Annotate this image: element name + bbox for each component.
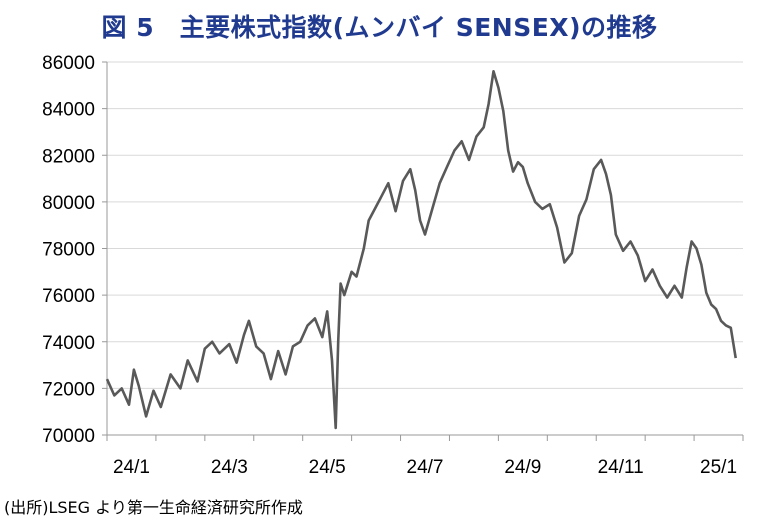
y-tick-label: 84000 [42, 100, 95, 121]
x-tick-labels: 24/1 24/3 24/5 24/7 24/9 24/11 25/1 [113, 457, 737, 478]
x-tick-label: 24/3 [211, 457, 248, 478]
y-tick-label: 80000 [42, 193, 95, 214]
x-tick-label: 24/9 [504, 457, 541, 478]
x-tick-label: 25/1 [700, 457, 737, 478]
chart-title: 図 5 主要株式指数(ムンバイ SENSEX)の推移 [101, 13, 658, 42]
y-tick-label: 78000 [42, 240, 95, 261]
y-tick-label: 82000 [42, 146, 95, 167]
axes [106, 62, 744, 441]
x-tick-label: 24/5 [309, 457, 346, 478]
series-line-0 [105, 70, 737, 430]
y-tick-label: 86000 [42, 53, 95, 74]
source-note: (出所)LSEG より第一生命経済研究所作成 [4, 498, 303, 517]
x-tick-label: 24/7 [407, 457, 444, 478]
y-tick-label: 74000 [42, 333, 95, 354]
y-tick-label: 70000 [42, 426, 95, 447]
x-tick-label: 24/11 [598, 457, 644, 478]
y-tick-label: 76000 [42, 286, 95, 307]
y-tick-label: 72000 [42, 379, 95, 400]
x-tick-label: 24/1 [113, 457, 150, 478]
y-tick-labels: 70000 72000 74000 76000 78000 80000 82000 84000… [42, 53, 95, 447]
series-layer [105, 70, 737, 430]
